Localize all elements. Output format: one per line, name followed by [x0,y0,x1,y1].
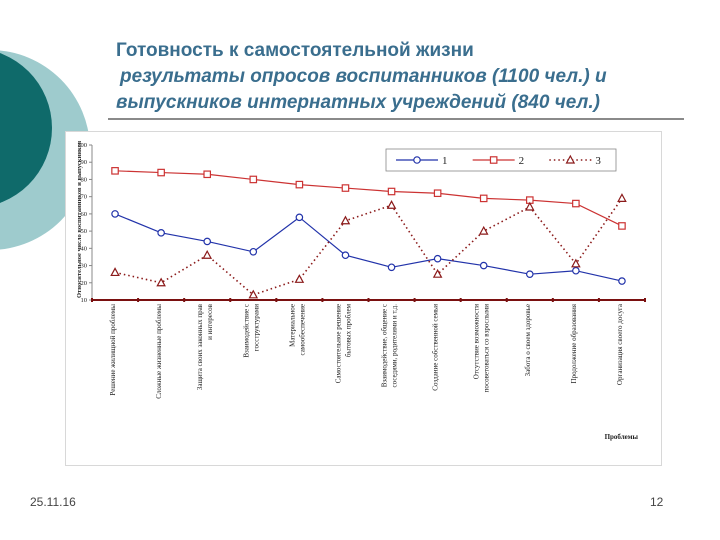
y-tick-label: 20 [81,280,88,287]
legend-marker-1 [413,156,421,164]
series-3-point [432,268,443,278]
series-3-point [617,193,627,202]
x-tick-label: Отсутствие возможности посоветоваться со … [473,304,491,393]
series-2-point [203,170,212,179]
series-1-point [479,261,488,270]
x-tick-label: Решение жилищной проблемы [109,304,117,396]
y-tick-label: 50 [81,228,88,235]
x-tick-label: Организация своего досуга [616,303,624,385]
series-1-point [203,237,212,246]
chart-area: 10 20 30 40 50 60 70 80 90 100 Относительное число… [65,131,662,466]
y-tick-label: 40 [81,245,88,252]
y-axis-label: Относительное число воспитанников и выпу… [76,140,83,298]
deco-circle-dark [0,53,52,203]
series-2-point [433,189,442,198]
x-axis-label: Проблемы [605,433,639,441]
slide-date: 25.11.16 [30,495,76,509]
series-3-point [156,277,166,287]
slide-title: Готовность к самостоятельной жизни резул… [116,38,676,116]
series-1-point [111,210,119,218]
x-tick-label: Создание собственной семьи [432,304,440,391]
y-tick-label: 90 [81,159,88,166]
series-2-point [249,175,258,184]
series-2-point [479,194,488,203]
y-tick-label: 100 [77,142,87,149]
series-1-point [341,251,350,260]
series-2-point [572,199,580,208]
y-tick-label: 70 [81,194,88,201]
series-1-point [572,266,580,275]
legend-label-1: 1 [442,155,448,167]
x-tick-label: Сложные жизненные проблемы [155,304,163,399]
series-2-point [341,184,350,192]
series-1-line [114,213,623,282]
y-tick-label: 60 [81,211,88,218]
series-3-point [340,215,351,225]
x-tick-label: Взаимодействие, общение с соседями, родит… [381,304,399,388]
x-tick-label: Взаимодействие с госструктурами [242,304,260,358]
series-1-point [387,263,396,272]
y-tick-label: 30 [81,263,88,270]
x-tick-label: Продолжение образования [570,303,578,383]
title-line-2: результаты опросов воспитанников (1100 ч… [120,66,607,87]
series-1-point [157,229,165,237]
legend-label-3: 3 [595,155,601,167]
series-1-point [249,247,258,256]
series-3-point [386,200,397,209]
series-3-point [202,249,213,259]
series-3-point [294,274,305,283]
series-1-point [618,277,626,285]
title-line-1: Готовность к самостоятельной жизни [116,40,474,61]
series-2-point [618,222,626,230]
y-tick-label: 10 [81,297,88,304]
series-2-point [111,167,119,175]
series-2-point [157,168,165,177]
series-3-point [524,201,535,211]
series-3-line [114,197,623,296]
legend-label-2: 2 [519,155,525,167]
series-3-point [110,267,120,277]
series-1-point [525,270,534,278]
legend-marker-2 [489,156,498,164]
series-2-line [115,170,623,227]
y-tick-label: 80 [81,176,88,183]
series-3-point [571,258,581,268]
legend-marker-3 [565,154,576,164]
series-3-point [248,289,259,299]
series-3-point [478,225,489,235]
slide-page-number: 12 [650,495,664,509]
x-tick-label: Материальное самообеспечение [288,304,306,356]
series-2-point [387,187,396,196]
series-1-point [295,213,304,222]
series-1-point [433,254,442,263]
x-tick-label: Защита своих законных прав и интересов [196,303,214,390]
title-divider [108,118,684,120]
series-2-point [295,180,304,189]
title-line-3: выпускников интернатных учреждений (840 … [116,92,600,113]
x-tick-label: Самостоятельное решение бытовых проблем [334,303,352,383]
x-tick-label: Забота о своем здоровье [524,304,532,376]
